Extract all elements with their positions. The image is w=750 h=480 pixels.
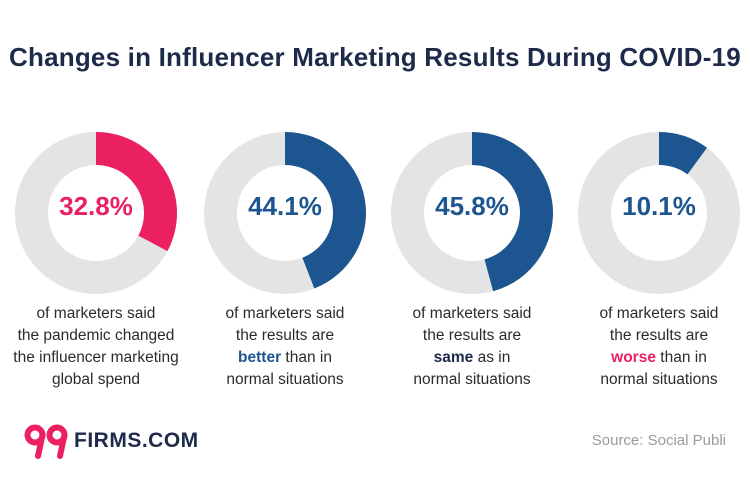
donut-segment (472, 132, 553, 292)
description-line: the results are (561, 325, 750, 347)
description-line: the results are (187, 325, 383, 347)
donut-card-3: 45.8% of marketers said the results are sam… (384, 125, 560, 395)
description-line: the influencer marketing (0, 347, 194, 369)
donut-description: of marketers said the results are worse th… (561, 303, 750, 391)
donut-chart (578, 132, 740, 294)
description-line: the pandemic changed (0, 325, 194, 347)
donut-description: of marketers said the results are better t… (187, 303, 383, 391)
description-text: normal situations (600, 371, 718, 388)
emphasis-word: same (433, 349, 474, 366)
description-text: normal situations (413, 371, 531, 388)
logo-99-icon (24, 424, 68, 459)
donut-description: of marketers said the pandemic changed the… (0, 303, 194, 391)
description-text: of marketers said (225, 305, 345, 322)
logo-text: FIRMS.COM (74, 429, 199, 452)
description-text: the results are (235, 327, 335, 344)
donut-segment (96, 132, 177, 252)
description-text: than in (281, 349, 332, 366)
description-line: of marketers said (0, 303, 194, 325)
description-text: the pandemic changed (17, 327, 175, 344)
logo: FIRMS.COM (24, 423, 199, 459)
donut-chart (204, 132, 366, 294)
description-line: better than in (187, 347, 383, 369)
donut-card-2: 44.1% of marketers said the results are bet… (197, 125, 373, 395)
donut-value-label: 10.1% (622, 191, 696, 221)
description-line: global spend (0, 369, 194, 391)
description-text: than in (655, 349, 707, 366)
donut-value-label: 44.1% (248, 191, 322, 221)
description-text: the results are (609, 327, 709, 344)
description-text: the results are (422, 327, 522, 344)
donut-card-4: 10.1% of marketers said the results are wor… (571, 125, 747, 395)
description-line: of marketers said (187, 303, 383, 325)
description-text: global spend (52, 371, 140, 388)
description-line: worse than in (561, 347, 750, 369)
description-text: of marketers said (412, 305, 532, 322)
donut-description: of marketers said the results are same as … (374, 303, 570, 391)
donut-segment (285, 132, 366, 289)
emphasis-word: worse (611, 349, 656, 366)
donut-chart (15, 132, 177, 294)
emphasis-word: better (238, 349, 282, 366)
source-note: Source: Social Publi (591, 432, 726, 449)
description-line: normal situations (561, 369, 750, 391)
description-line: normal situations (187, 369, 383, 391)
donut-segment (659, 132, 708, 175)
chart-title: Changes in Influencer Marketing Results … (9, 42, 741, 72)
donut-value-label: 32.8% (59, 191, 133, 221)
description-line: normal situations (374, 369, 570, 391)
description-text: of marketers said (599, 305, 719, 322)
description-line: of marketers said (561, 303, 750, 325)
description-text: normal situations (226, 371, 344, 388)
description-text: the influencer marketing (13, 349, 179, 366)
description-text: as in (473, 349, 511, 366)
description-line: same as in (374, 347, 570, 369)
donut-value-label: 45.8% (435, 191, 509, 221)
description-text: of marketers said (36, 305, 156, 322)
description-line: of marketers said (374, 303, 570, 325)
description-line: the results are (374, 325, 570, 347)
donut-chart (391, 132, 553, 294)
donut-card-1: 32.8% of marketers said the pandemic chang… (8, 125, 184, 395)
